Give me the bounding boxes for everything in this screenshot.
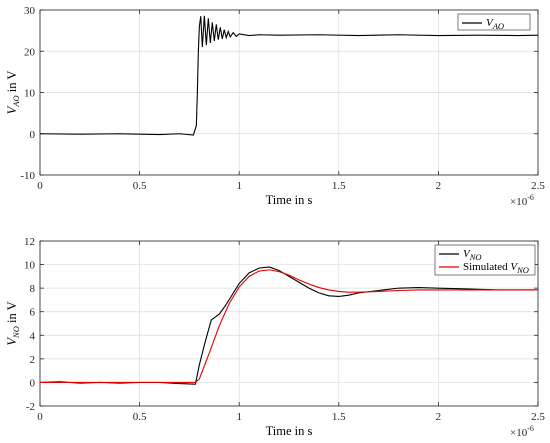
y-tick-label: 8 (30, 283, 36, 295)
y-axis-label: VAO in V (5, 71, 21, 115)
y-tick-label: -10 (20, 170, 35, 182)
legend-entry: VAO (486, 17, 504, 31)
y-tick-label: 10 (24, 260, 36, 272)
x-tick-label: 1 (236, 180, 242, 192)
x-axis-label: Time in s (266, 193, 313, 207)
x-tick-label: 2.5 (531, 180, 545, 192)
y-tick-label: 0 (30, 129, 36, 141)
x-tick-label: 0 (37, 411, 43, 423)
y-tick-label: 20 (24, 46, 36, 58)
legend-box (457, 13, 531, 31)
x-tick-label: 1 (236, 411, 242, 423)
x-tick-label: 0.5 (133, 411, 147, 423)
x-axis-label: Time in s (266, 424, 313, 438)
series-line-ao (40, 15, 538, 136)
series-line-no (40, 266, 538, 385)
y-tick-label: 0 (30, 377, 36, 389)
y-tick-label: 2 (30, 354, 36, 366)
legend-entry: Simulated VNO (463, 261, 529, 275)
series-line-simulated-no (40, 269, 538, 383)
legend-entry: VNO (463, 248, 482, 262)
y-tick-label: 10 (24, 88, 36, 100)
x-multiplier: ×10-6 (510, 424, 534, 439)
x-tick-label: 2 (436, 180, 442, 192)
y-tick-label: 12 (24, 236, 35, 248)
y-tick-label: -2 (26, 401, 35, 413)
x-tick-label: 1.5 (332, 411, 346, 423)
x-tick-label: 1.5 (332, 180, 346, 192)
y-tick-label: 30 (24, 5, 36, 17)
x-tick-label: 2 (436, 411, 442, 423)
x-tick-label: 0.5 (133, 180, 147, 192)
x-multiplier: ×10-6 (510, 193, 534, 208)
y-tick-label: 6 (30, 307, 36, 319)
y-tick-label: 4 (30, 330, 36, 342)
x-tick-label: 0 (37, 180, 43, 192)
legend-box (434, 244, 536, 276)
x-tick-label: 2.5 (531, 411, 545, 423)
legend: VAO (457, 13, 531, 31)
y-axis-label: VNO in V (5, 301, 21, 345)
plot-frame (39, 240, 539, 407)
